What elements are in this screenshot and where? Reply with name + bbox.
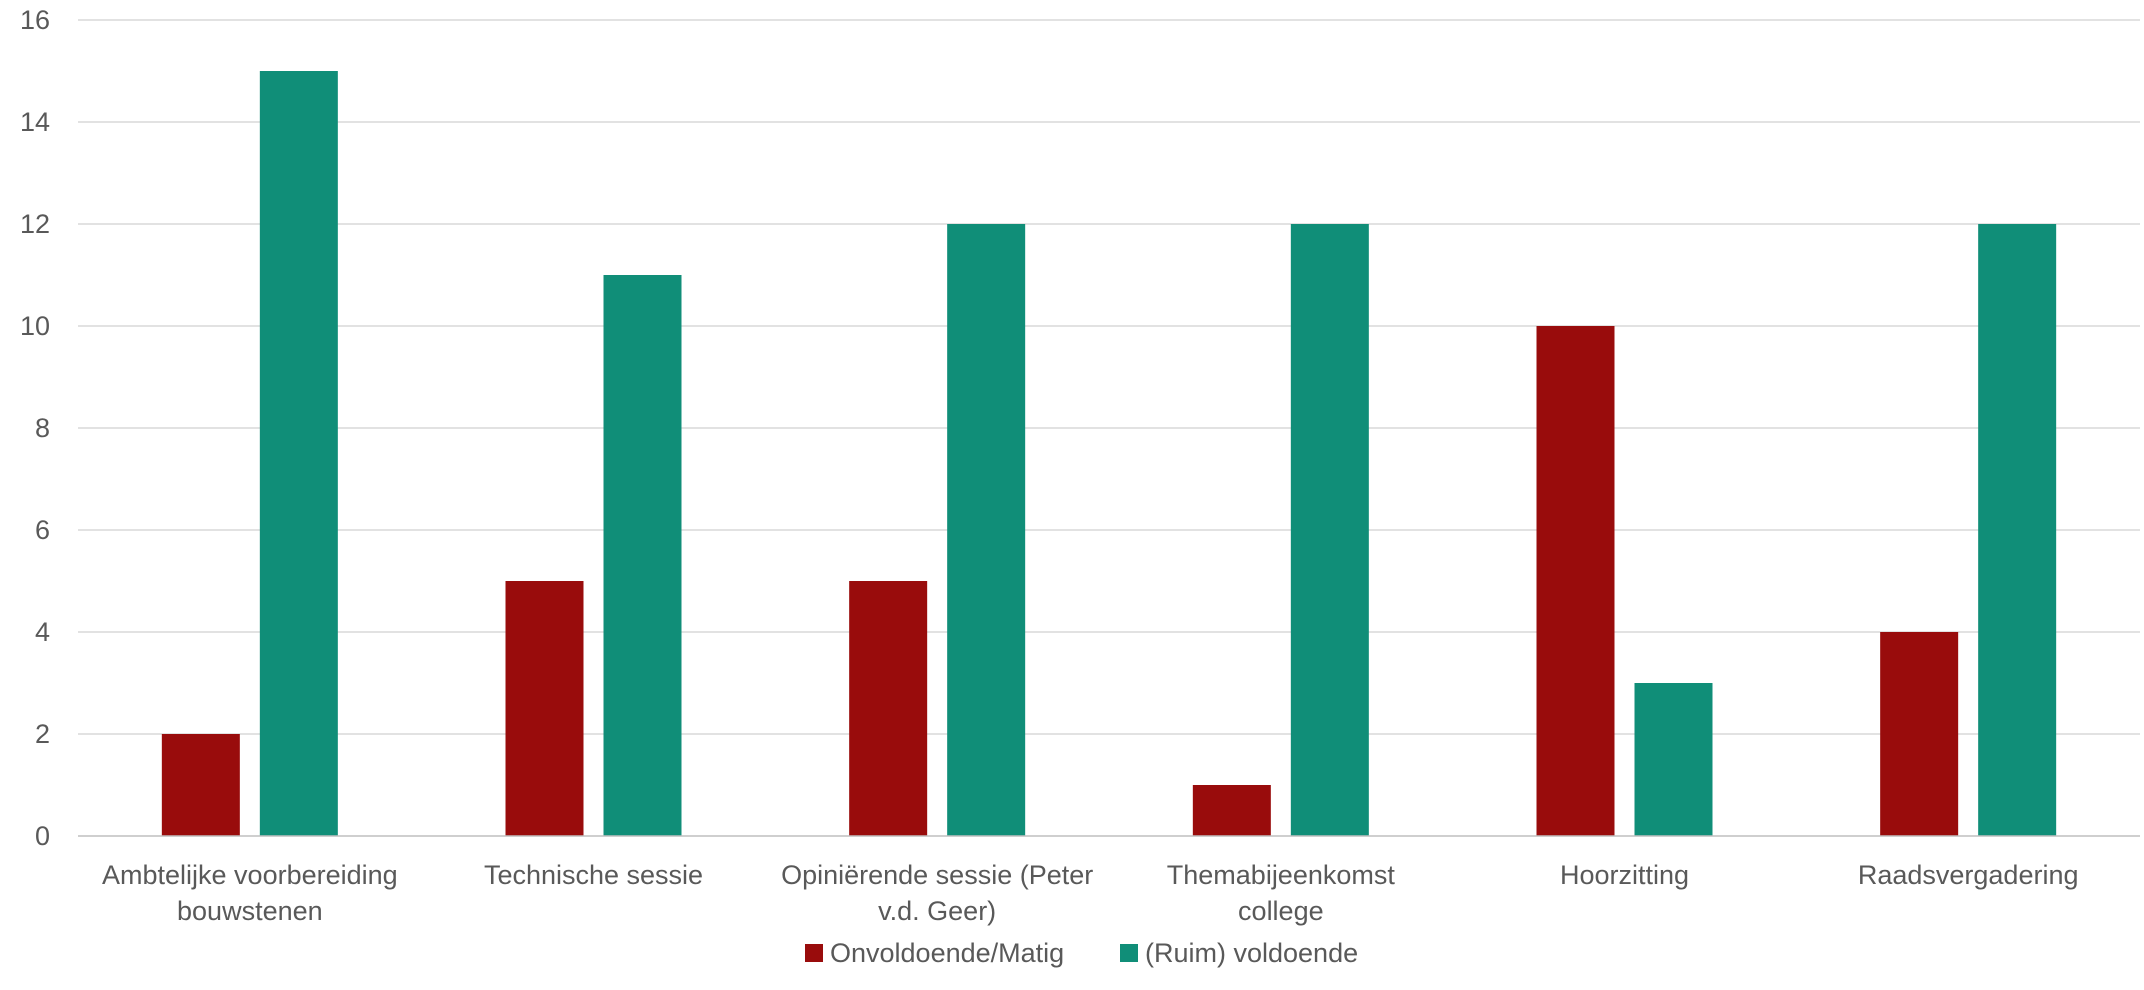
y-axis-ticks: 0 2 4 6 8 10 12 14 16: [20, 5, 50, 851]
x-category-label: Opiniërende sessie (Peter: [781, 860, 1093, 890]
bar-voldoende-0: [259, 71, 338, 836]
x-category-label: Ambtelijke voorbereiding: [102, 860, 398, 890]
y-tick-label: 8: [35, 413, 50, 443]
y-tick-label: 14: [20, 107, 50, 137]
bars: [161, 71, 2057, 836]
bar-voldoende-2: [947, 224, 1026, 836]
x-category-label: bouwstenen: [177, 896, 323, 926]
y-tick-label: 16: [20, 5, 50, 35]
y-tick-label: 2: [35, 719, 50, 749]
bar-onvoldoende-4: [1536, 326, 1615, 836]
x-category-label: Raadsvergadering: [1858, 860, 2079, 890]
y-tick-label: 12: [20, 209, 50, 239]
legend-swatch-voldoende: [1120, 944, 1138, 962]
bar-onvoldoende-0: [161, 734, 240, 836]
y-tick-label: 0: [35, 821, 50, 851]
y-tick-label: 10: [20, 311, 50, 341]
bar-voldoende-4: [1634, 683, 1713, 836]
gridlines: [78, 19, 2140, 735]
legend-label-voldoende: (Ruim) voldoende: [1145, 938, 1358, 968]
bar-voldoende-3: [1290, 224, 1369, 836]
bar-onvoldoende-3: [1192, 785, 1271, 836]
y-tick-label: 6: [35, 515, 50, 545]
x-category-label: Themabijeenkomst: [1167, 860, 1396, 890]
legend-label-onvoldoende: Onvoldoende/Matig: [830, 938, 1064, 968]
x-category-label: v.d. Geer): [878, 896, 996, 926]
x-category-label: Technische sessie: [484, 860, 703, 890]
bar-onvoldoende-2: [849, 581, 928, 836]
bar-onvoldoende-1: [505, 581, 584, 836]
x-category-label: Hoorzitting: [1560, 860, 1689, 890]
bar-voldoende-5: [1978, 224, 2057, 836]
x-axis-categories: Ambtelijke voorbereiding bouwstenen Techni…: [102, 860, 2078, 926]
legend: Onvoldoende/Matig (Ruim) voldoende: [805, 938, 1358, 968]
legend-swatch-onvoldoende: [805, 944, 823, 962]
bar-voldoende-1: [603, 275, 682, 836]
x-category-label: college: [1238, 896, 1324, 926]
bar-onvoldoende-5: [1880, 632, 1959, 836]
y-tick-label: 4: [35, 617, 50, 647]
